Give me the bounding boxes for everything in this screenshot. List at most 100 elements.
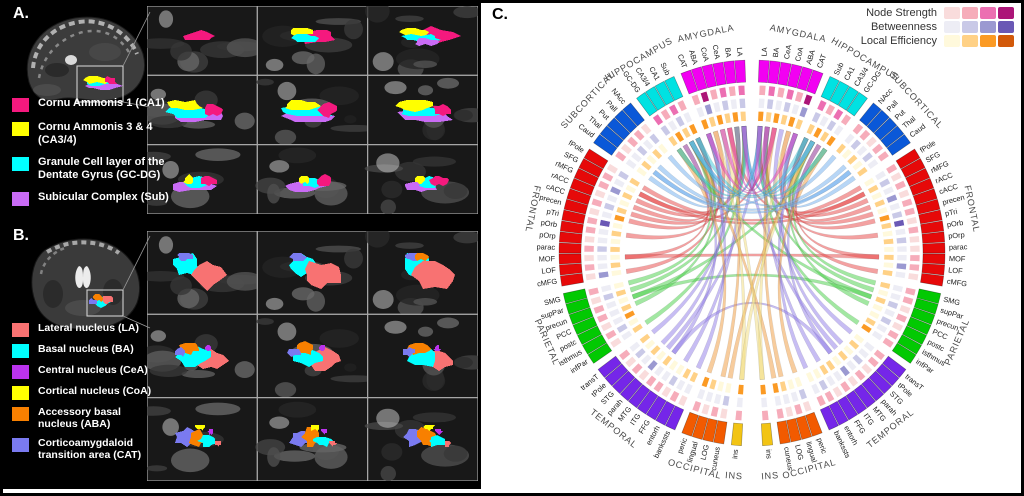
- metric-ring-cell: [882, 261, 894, 269]
- region-arc-segment: [767, 60, 781, 85]
- metric-ring-cell: [891, 320, 904, 333]
- region-segment-label: pOrp: [948, 230, 965, 240]
- metric-ring-cell: [657, 142, 669, 155]
- metric-ring-cell: [784, 405, 795, 418]
- metric-ring-cell: [676, 99, 688, 113]
- metric-ring-cell: [845, 359, 858, 372]
- metric-ring-cell: [881, 336, 895, 349]
- legend-color-swatch: [12, 98, 29, 112]
- metric-ring-cell: [840, 113, 853, 127]
- metric-ring-cell: [630, 362, 644, 375]
- legend-item: Cornu Ammonis 3 & 4 (CA3/4): [12, 121, 169, 147]
- metric-ring-cell: [837, 349, 849, 362]
- metric-ring-cell: [851, 159, 864, 172]
- metric-ring-cell: [860, 322, 873, 334]
- metric-ring-cell: [609, 238, 622, 245]
- mri-slice-cell: [147, 313, 258, 399]
- legend-item: Central nucleus (CeA): [12, 364, 151, 379]
- metric-ring-cell: [667, 359, 680, 372]
- metric-ring-cell: [904, 286, 917, 297]
- metric-ring-cell: [614, 288, 627, 298]
- metric-ring-cell: [703, 103, 714, 116]
- metric-ring-cell: [606, 193, 619, 204]
- metric-ring-cell: [903, 206, 916, 217]
- region-arc-segment: [853, 384, 876, 409]
- metric-gradient-swatch: [944, 21, 960, 33]
- metric-ring-cell: [832, 108, 845, 122]
- metric-ring-cell: [787, 115, 797, 128]
- metric-ring-cell: [708, 378, 718, 391]
- metric-ring-cell: [889, 171, 903, 183]
- region-arc-segment: [829, 80, 850, 106]
- region-arc-segment: [776, 420, 791, 445]
- metric-ring-cell: [786, 378, 796, 391]
- metric-ring-cell: [878, 177, 891, 189]
- metric-ring-cell: [876, 150, 890, 163]
- legend-color-swatch: [12, 365, 29, 379]
- mri-slice-cell: [147, 397, 258, 481]
- metric-ring-cell: [810, 382, 821, 396]
- metric-ring-cell: [874, 169, 887, 182]
- region-arc-segment: [880, 125, 905, 148]
- metric-ring-cell: [794, 118, 804, 131]
- metric-ring-cell: [651, 148, 664, 160]
- region-arc-segment: [777, 61, 792, 86]
- metric-ring-cell: [628, 340, 642, 353]
- legend-color-swatch: [12, 156, 29, 171]
- region-segment-label: CAT: [676, 53, 690, 70]
- region-segment-label: precen: [941, 193, 965, 207]
- metric-ring-cell: [731, 111, 740, 123]
- metric-ring-cell: [886, 299, 899, 310]
- metric-ring-cell: [620, 142, 633, 156]
- mri-slice-cell: [147, 6, 264, 76]
- region-arc-segment: [577, 325, 602, 345]
- metric-ring-cell: [638, 332, 651, 345]
- legend-item-label: Central nucleus (CeA): [38, 364, 148, 376]
- metric-gradient-swatch: [998, 21, 1014, 33]
- metric-ring-cell: [779, 380, 788, 393]
- chord-ribbon: [683, 126, 742, 363]
- legend-color-swatch: [12, 386, 29, 400]
- legend-color-swatch: [12, 437, 29, 452]
- metric-ring-cell: [626, 135, 639, 149]
- region-segment-label: ABA: [804, 49, 817, 66]
- region-arc-segment: [906, 316, 932, 336]
- metric-gradient-swatch: [944, 35, 960, 47]
- region-segment-label: CeA: [711, 44, 722, 60]
- metric-ring-cell: [825, 374, 837, 387]
- metric-ring-cell: [758, 84, 767, 96]
- metric-ring-cell: [761, 409, 770, 422]
- metric-ring-cell: [635, 166, 648, 178]
- metric-ring-cell: [724, 382, 733, 394]
- region-arc-segment: [560, 273, 584, 287]
- metric-ring-cell: [895, 262, 907, 271]
- metric-ring-cell: [764, 111, 773, 123]
- metric-ring-cell: [718, 86, 728, 99]
- legend-item: Cornu Ammonis 1 (CA1): [12, 97, 169, 112]
- region-arc-segment: [563, 198, 589, 215]
- metric-ring-cell: [811, 111, 822, 124]
- metric-ring-cell: [597, 270, 610, 279]
- metric-ring-cell: [839, 380, 852, 394]
- region-segment-label: LOF: [541, 265, 557, 275]
- metric-ring-cell: [621, 191, 634, 202]
- metric-ring-cell: [846, 153, 859, 166]
- metric-ring-cell: [628, 176, 641, 188]
- region-segment-label: pTri: [546, 207, 560, 218]
- region-arc-segment: [561, 209, 586, 225]
- metric-ring-cell: [737, 84, 746, 96]
- metric-ring-cell: [605, 163, 619, 175]
- metric-ring-cell: [891, 210, 904, 220]
- lobe-group-label: AMYGDALA: [769, 22, 827, 44]
- region-arc-segment: [859, 102, 882, 127]
- metric-ring-cell: [734, 409, 743, 422]
- metric-ring-cell: [760, 396, 768, 409]
- region-arc-segment: [909, 178, 935, 196]
- metric-ring-cell: [802, 400, 813, 413]
- metric-ring-cell: [660, 385, 673, 399]
- metric-ring-cell: [583, 244, 595, 253]
- chord-ribbons: [624, 125, 880, 380]
- region-arc-segment: [565, 298, 591, 315]
- panel-b-label: B.: [13, 227, 29, 244]
